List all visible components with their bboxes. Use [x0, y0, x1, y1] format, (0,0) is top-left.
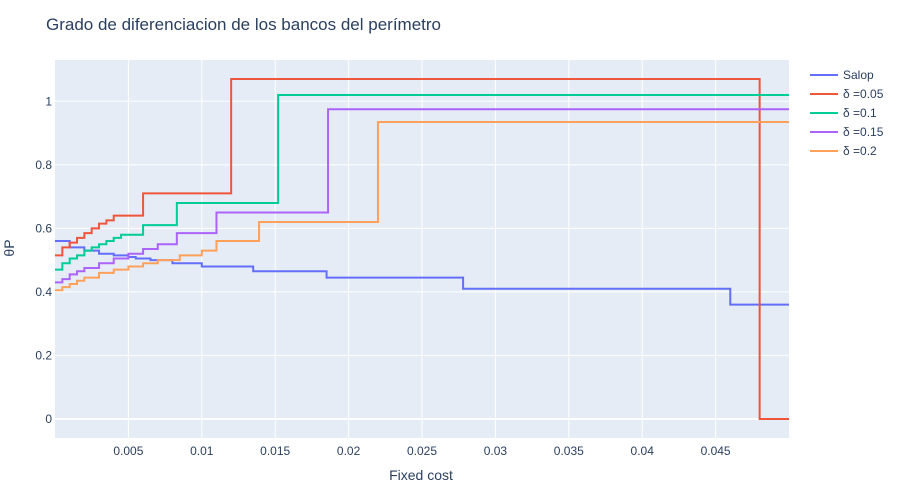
y-tick-label: 0.8: [35, 158, 52, 172]
series-line: [55, 78, 789, 420]
y-tick-label: 0.2: [35, 348, 52, 362]
legend-item[interactable]: δ =0.2: [810, 144, 877, 158]
legend-label: Salop: [843, 68, 874, 82]
x-tick-label: 0.035: [554, 444, 584, 458]
legend-item[interactable]: δ =0.1: [810, 106, 877, 120]
legend-label: δ =0.1: [843, 106, 877, 120]
x-tick-label: 0.03: [484, 444, 508, 458]
legend-item[interactable]: δ =0.15: [810, 125, 884, 139]
legend-item[interactable]: δ =0.05: [810, 87, 884, 101]
x-tick-label: 0.025: [407, 444, 437, 458]
x-tick-label: 0.04: [631, 444, 655, 458]
legend-label: δ =0.05: [843, 87, 884, 101]
x-axis-label: Fixed cost: [389, 467, 453, 483]
legend-label: δ =0.2: [843, 144, 877, 158]
grid-lines: [55, 60, 789, 438]
y-tick-label: 0.6: [35, 221, 52, 235]
legend[interactable]: Salop δ =0.05 δ =0.1 δ =0.15 δ =0.2: [810, 68, 884, 158]
y-axis-label: θP: [1, 239, 17, 256]
legend-item[interactable]: Salop: [810, 68, 874, 82]
y-tick-label: 0: [45, 412, 52, 426]
x-tick-label: 0.01: [190, 444, 214, 458]
y-tick-label: 1: [45, 94, 52, 108]
x-tick-label: 0.005: [113, 444, 143, 458]
series-line: [55, 120, 789, 292]
legend-label: δ =0.15: [843, 125, 884, 139]
series-lines: [55, 78, 789, 420]
x-tick-labels: 0.005 0.01 0.015 0.02 0.025 0.03 0.035 0.04 0.04…: [113, 444, 731, 458]
y-tick-labels: 0 0.2 0.4 0.6 0.8 1: [35, 94, 52, 426]
chart-title: Grado de diferenciacion de los bancos de…: [46, 15, 441, 34]
x-tick-label: 0.02: [337, 444, 361, 458]
series-line: [55, 108, 789, 284]
y-tick-label: 0.4: [35, 285, 52, 299]
x-tick-label: 0.015: [260, 444, 290, 458]
series-line: [55, 93, 789, 271]
x-tick-label: 0.045: [701, 444, 731, 458]
